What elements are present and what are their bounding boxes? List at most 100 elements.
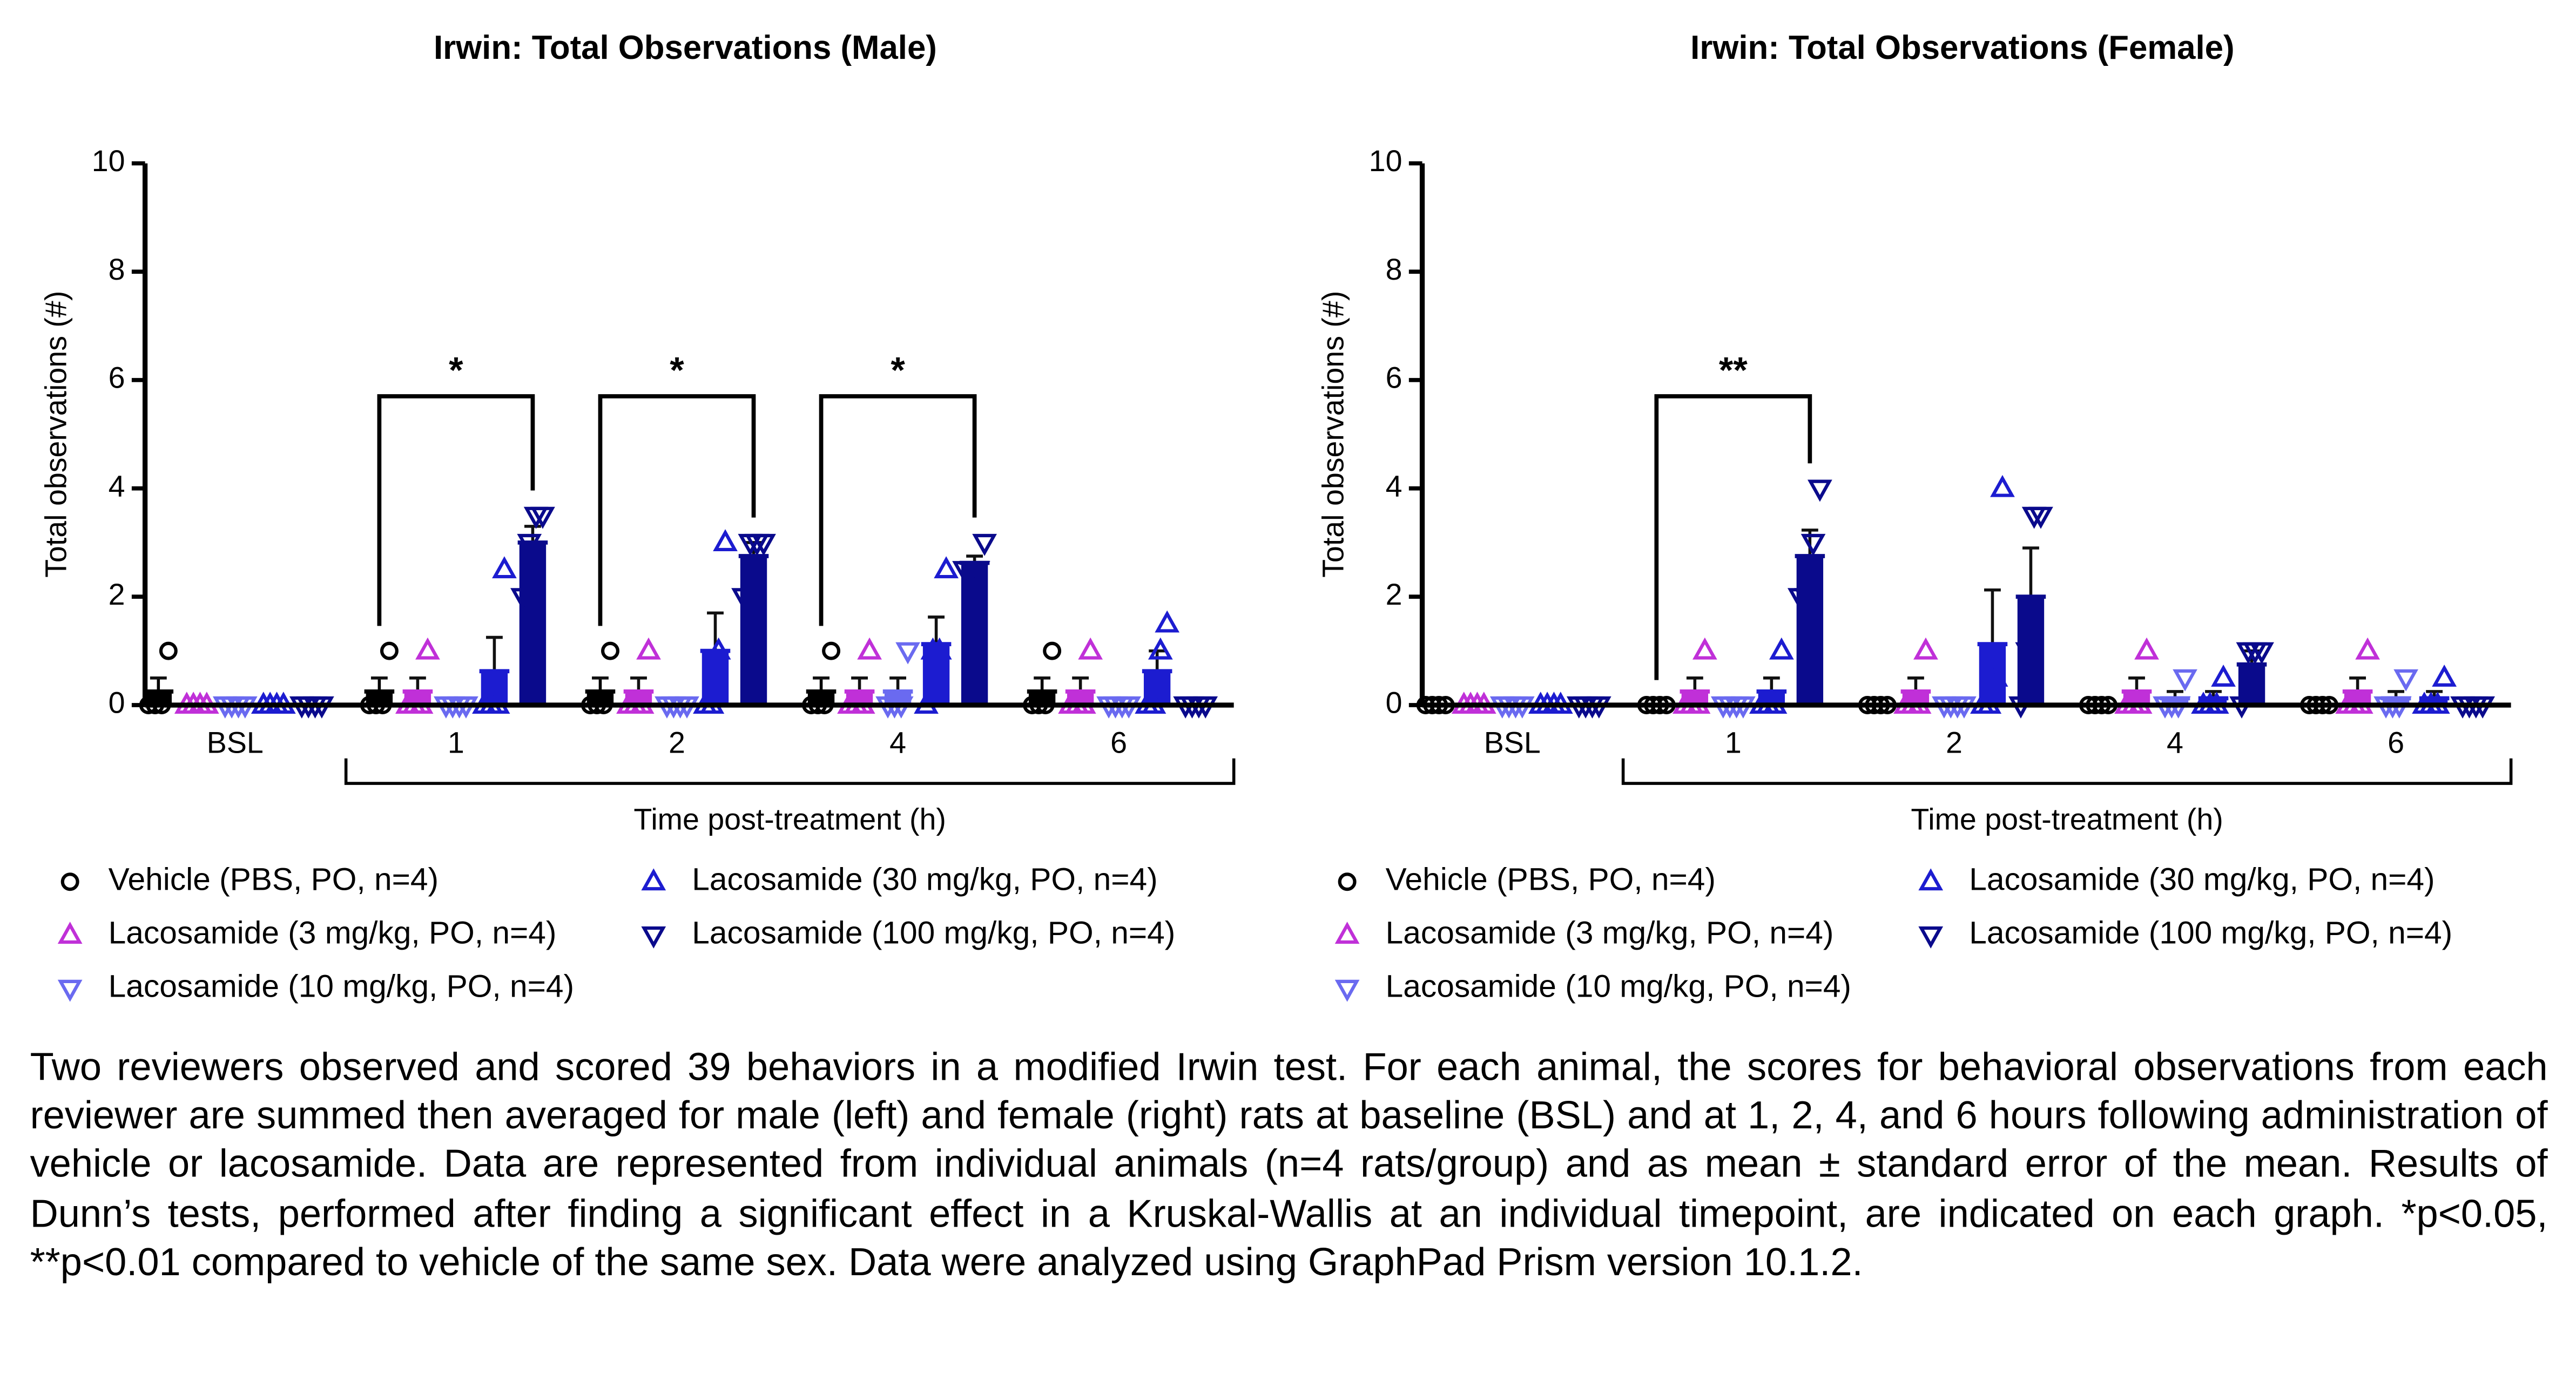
- data-point: [601, 641, 619, 660]
- x-tick-label: 1: [448, 726, 464, 760]
- data-point: [2432, 664, 2457, 687]
- y-tick-label: 8: [1386, 253, 1402, 286]
- x-tick-label: 2: [1946, 726, 1963, 760]
- y-tick-label: 2: [109, 578, 125, 611]
- significance-bracket: [377, 394, 535, 626]
- data-point: [510, 588, 535, 611]
- data-point: [1983, 664, 2008, 687]
- significance-label: *: [670, 350, 684, 391]
- x-tick-label: 2: [669, 726, 685, 760]
- bar: [961, 563, 988, 705]
- data-point: [713, 529, 738, 552]
- data-point: [927, 637, 952, 660]
- x-tick-label: 1: [1725, 726, 1742, 760]
- data-point: [751, 533, 776, 556]
- legend-marker: [1334, 979, 1360, 1002]
- bar: [740, 556, 767, 705]
- data-point: [415, 637, 440, 660]
- data-point: [380, 641, 399, 660]
- legend-label: Lacosamide (100 mg/kg, PO, n=4): [1969, 916, 2452, 951]
- legend-label: Vehicle (PBS, PO, n=4): [1386, 862, 1716, 897]
- legend-marker: [60, 872, 79, 891]
- data-point: [1148, 637, 1173, 660]
- data-point: [1800, 533, 1826, 556]
- data-point: [2015, 642, 2040, 665]
- data-point: [895, 642, 920, 665]
- y-tick-label: 0: [109, 686, 125, 720]
- y-tick-label: 4: [109, 469, 125, 503]
- legend-label: Lacosamide (3 mg/kg, PO, n=4): [109, 916, 557, 951]
- legend-label: Vehicle (PBS, PO, n=4): [109, 862, 439, 897]
- legend-label: Lacosamide (30 mg/kg, PO, n=4): [692, 862, 1157, 897]
- data-point: [530, 506, 555, 529]
- legend-marker: [641, 868, 666, 891]
- significance-label: *: [449, 350, 463, 391]
- data-point: [2173, 669, 2197, 692]
- legend-marker: [57, 922, 83, 944]
- y-tick-label: 0: [1386, 686, 1402, 720]
- data-point: [636, 637, 661, 660]
- data-point: [2134, 637, 2159, 660]
- legend-marker: [1334, 922, 1360, 944]
- chart-title: Irwin: Total Observations (Female): [1690, 29, 2234, 66]
- data-point: [159, 641, 178, 660]
- data-point: [1769, 637, 1794, 660]
- y-tick-label: 10: [92, 144, 125, 178]
- significance-bracket: [819, 394, 977, 626]
- data-point: [2355, 637, 2380, 660]
- x-axis-label: Time post-treatment (h): [1911, 803, 2223, 836]
- x-tick-label: 4: [889, 726, 906, 760]
- x-group-bracket: [1621, 758, 2513, 785]
- x-axis-label: Time post-treatment (h): [633, 803, 946, 836]
- data-point: [1078, 637, 1103, 660]
- y-tick-label: 6: [1386, 361, 1402, 395]
- significance-bracket: [598, 394, 756, 626]
- data-point: [822, 641, 841, 660]
- data-point: [2393, 669, 2418, 692]
- y-axis-label: Total observations (#): [39, 291, 73, 578]
- data-point: [934, 556, 959, 579]
- x-tick-label: BSL: [207, 726, 264, 760]
- y-tick-label: 4: [1386, 469, 1402, 503]
- data-point: [1990, 475, 2015, 497]
- data-point: [2249, 642, 2274, 665]
- data-point: [1043, 641, 1062, 660]
- significance-label: **: [1719, 350, 1748, 391]
- charts: Irwin: Total Observations (Male) Total ob…: [39, 29, 2513, 1004]
- significance-bracket: [1654, 394, 1812, 680]
- x-tick-label: 4: [2167, 726, 2183, 760]
- legend-label: Lacosamide (10 mg/kg, PO, n=4): [109, 969, 574, 1004]
- bar: [1796, 556, 1824, 705]
- legend-label: Lacosamide (30 mg/kg, PO, n=4): [1969, 862, 2435, 897]
- y-axis-label: Total observations (#): [1317, 291, 1350, 578]
- legend-label: Lacosamide (3 mg/kg, PO, n=4): [1386, 916, 1834, 951]
- data-point: [731, 588, 756, 611]
- legend-marker: [641, 926, 666, 949]
- data-point: [1794, 588, 1819, 611]
- data-point: [972, 533, 997, 556]
- chart-title: Irwin: Total Observations (Male): [434, 29, 937, 66]
- data-point: [1692, 637, 1717, 660]
- y-tick-label: 2: [1386, 578, 1402, 611]
- data-point: [2211, 664, 2236, 687]
- legend-marker: [57, 979, 83, 1002]
- significance-label: *: [891, 350, 905, 391]
- x-group-bracket: [344, 758, 1236, 785]
- data-point: [1913, 637, 1938, 660]
- data-point: [706, 637, 731, 660]
- legend-marker: [1918, 926, 1944, 949]
- data-point: [857, 637, 882, 660]
- data-point: [492, 556, 517, 579]
- x-tick-label: 6: [1110, 726, 1127, 760]
- legend-marker: [1918, 868, 1944, 891]
- bar: [519, 542, 547, 705]
- data-point: [517, 533, 542, 556]
- y-tick-label: 10: [1369, 144, 1402, 178]
- data-point: [1808, 479, 1832, 502]
- y-tick-label: 6: [109, 361, 125, 395]
- data-point: [1155, 610, 1180, 633]
- legend-label: Lacosamide (10 mg/kg, PO, n=4): [1386, 969, 1851, 1004]
- data-point: [965, 561, 990, 583]
